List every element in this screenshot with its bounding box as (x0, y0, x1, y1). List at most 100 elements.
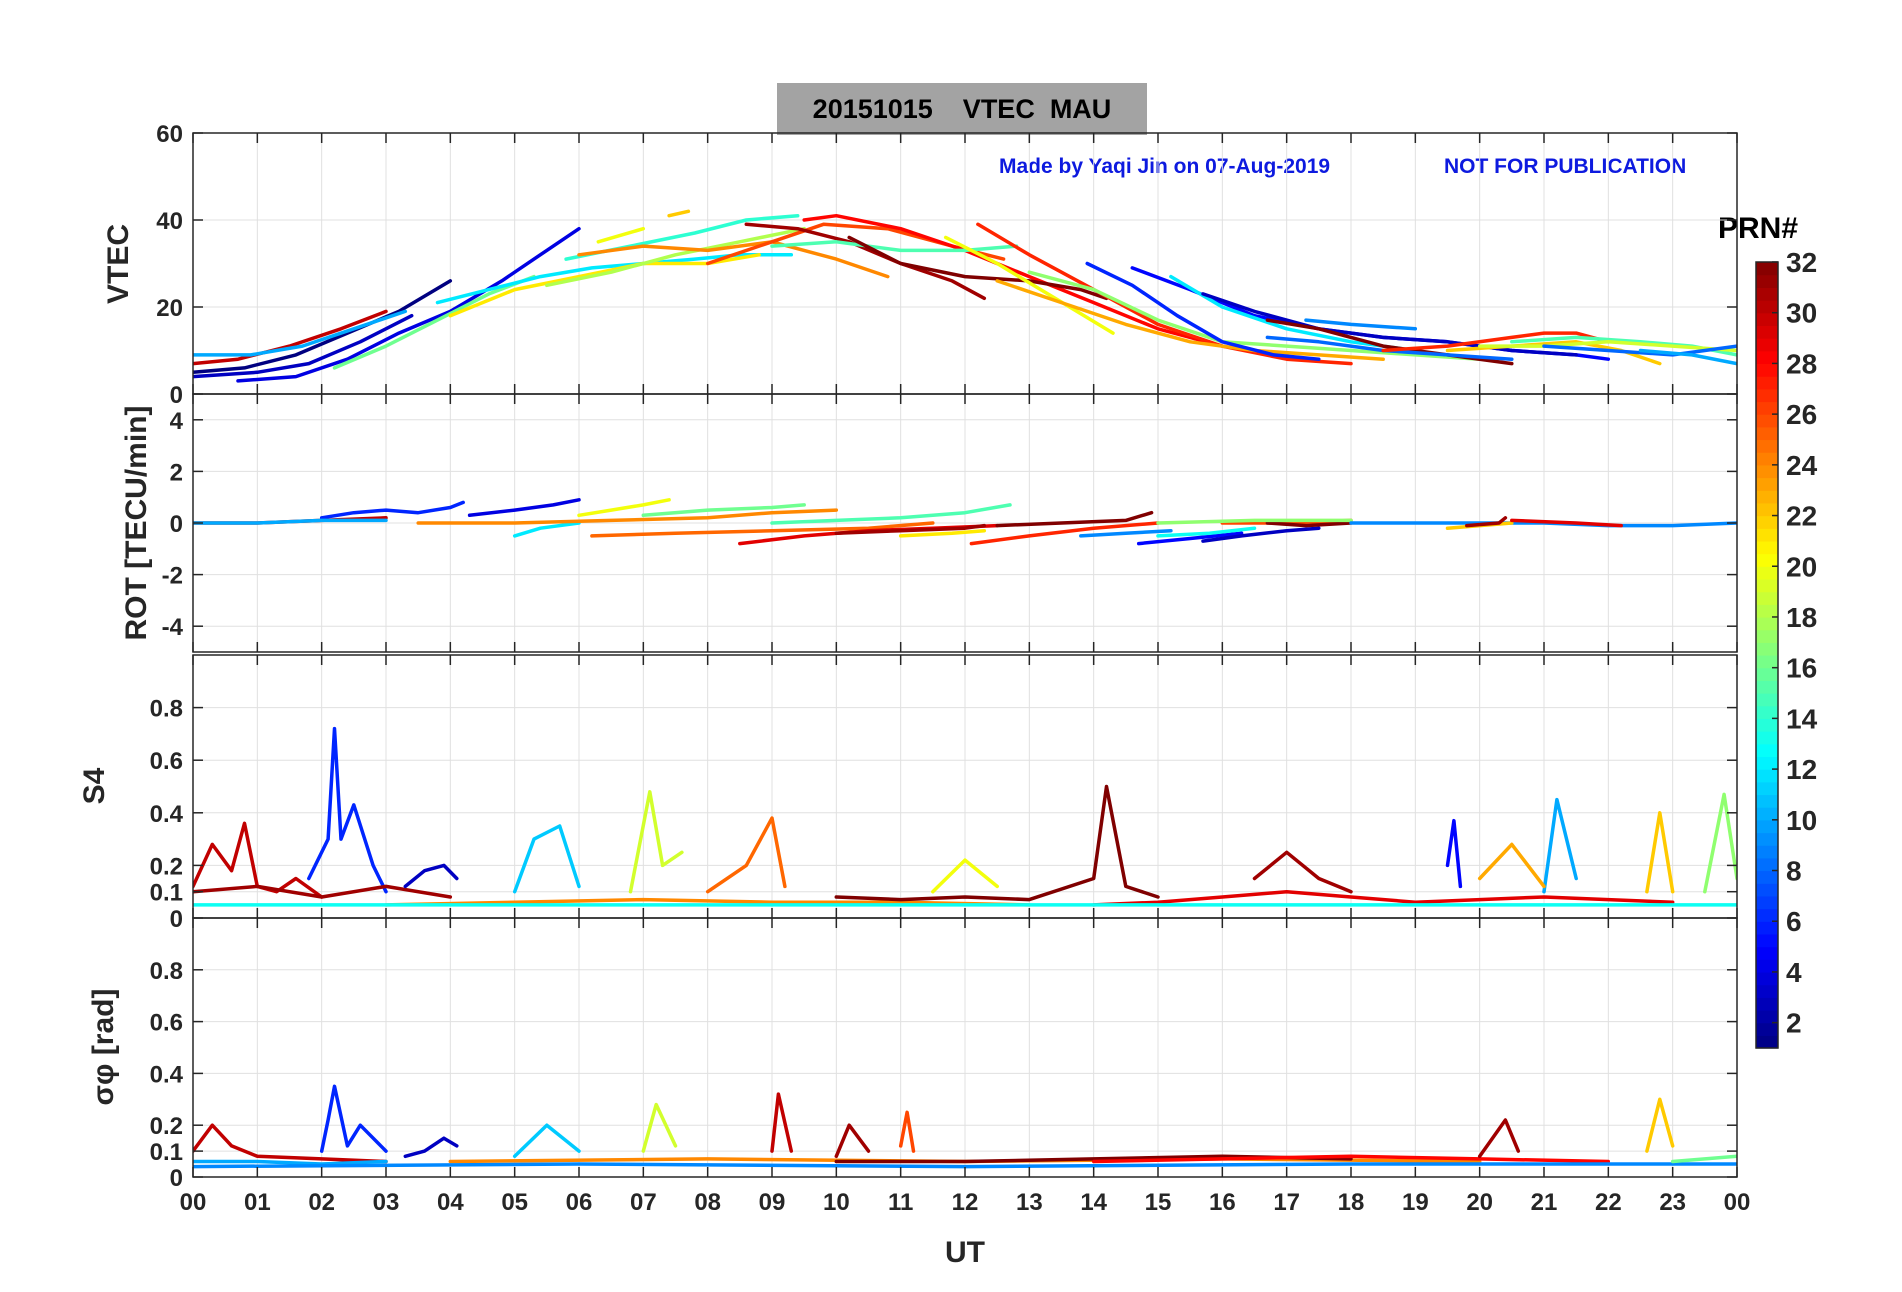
x-tick-label: 14 (1080, 1189, 1107, 1216)
x-tick-label: 01 (244, 1189, 271, 1216)
series-line-prn-10 (193, 1159, 388, 1166)
series-line-prn-25 (705, 816, 787, 894)
y-tick-label: 0.2 (150, 1113, 183, 1140)
y-tick-label: 20 (156, 295, 183, 322)
y-tick-label: 0.4 (150, 1061, 184, 1088)
series-line-prn-31 (834, 523, 987, 536)
series-line-prn-6 (307, 726, 388, 894)
y-tick-label: 0.6 (150, 1010, 183, 1037)
x-tick-label: 20 (1466, 1189, 1493, 1216)
y-tick-label: 0.1 (150, 880, 183, 907)
colorbar-tick-label: 12 (1786, 754, 1817, 785)
colorbar-tick-label: 18 (1786, 602, 1817, 633)
y-axis-label: S4 (78, 767, 111, 804)
x-tick-label: 07 (630, 1189, 657, 1216)
colorbar-segment (1756, 832, 1778, 846)
colorbar-segment (1756, 997, 1778, 1011)
colorbar-segment (1756, 921, 1778, 935)
colorbar-segment (1756, 376, 1778, 390)
colorbar-segment (1756, 502, 1778, 517)
colorbar-segment (1756, 756, 1778, 770)
colorbar-segment (1756, 566, 1778, 580)
colorbar-segment (1756, 1022, 1778, 1036)
series-line-prn-4 (467, 498, 581, 518)
colorbar-segment (1756, 769, 1778, 783)
series-line-prn-10 (1542, 797, 1578, 894)
colorbar-segment (1756, 794, 1778, 808)
y-tick-label: 0 (170, 511, 183, 538)
y-tick-label: -2 (162, 563, 183, 590)
series-line-prn-24 (577, 240, 890, 279)
series-line-prn-20 (943, 235, 1115, 335)
colorbar-segment (1756, 363, 1778, 377)
colorbar-segment (1756, 870, 1778, 884)
x-tick-label: 12 (952, 1189, 979, 1216)
colorbar-tick-label: 30 (1786, 298, 1817, 329)
series-line-prn-30 (193, 821, 324, 899)
x-tick-label: 04 (437, 1189, 464, 1216)
series-line-prn-16 (641, 503, 806, 518)
colorbar-segment (1756, 705, 1778, 719)
series-line-prn-20 (577, 498, 671, 518)
colorbar-segment (1756, 287, 1778, 301)
y-tick-label: 0 (170, 1165, 183, 1192)
colorbar-segment (1756, 718, 1778, 732)
colorbar-segment (1756, 464, 1778, 479)
y-tick-label: 0.2 (150, 853, 183, 880)
series-line-prn-3 (403, 863, 459, 889)
colorbar-tick-label: 24 (1786, 450, 1818, 481)
colorbar-tick-label: 22 (1786, 501, 1817, 532)
series-line-prn-10 (1638, 348, 1737, 366)
colorbar-tick-label: 28 (1786, 348, 1817, 379)
colorbar-segment (1756, 490, 1778, 504)
x-tick-label: 03 (373, 1189, 400, 1216)
panel-frame (192, 917, 1738, 1178)
series-line-prn-31 (834, 1123, 871, 1159)
colorbar-segment (1756, 325, 1778, 339)
colorbar-segment (1756, 667, 1778, 681)
credit-author: Made by Yaqi Jin on 07-Aug-2019 (999, 155, 1331, 178)
colorbar-segment (1756, 300, 1778, 314)
series-line-prn-23 (1477, 842, 1546, 889)
x-tick-label: 21 (1531, 1189, 1558, 1216)
colorbar-segment (1756, 388, 1778, 403)
series-line-prn-15 (770, 240, 1019, 253)
series-line-prn-24 (416, 508, 839, 525)
series-line-prn-9 (193, 1162, 1737, 1169)
colorbar-segment (1756, 731, 1778, 745)
series-line-prn-30 (193, 309, 388, 366)
colorbar-tick-label: 4 (1786, 957, 1802, 988)
colorbar-segment (1756, 401, 1778, 415)
colorbar-segment (1756, 414, 1778, 428)
colorbar-segment (1756, 693, 1778, 707)
series-line-prn-27 (1381, 331, 1611, 353)
panel-series-s4 (193, 726, 1737, 907)
series-line-prn-21 (898, 528, 987, 538)
panel-series-sigma_phi (193, 1084, 1737, 1169)
colorbar-tick-label: 2 (1786, 1008, 1802, 1039)
title-box (777, 83, 1147, 135)
x-tick-label: 00 (180, 1189, 207, 1216)
colorbar-segment (1756, 933, 1778, 948)
x-tick-label: 00 (1724, 1189, 1751, 1216)
y-tick-label: 0.1 (150, 1139, 183, 1166)
series-line-prn-12 (435, 253, 794, 305)
y-tick-label: 60 (156, 121, 183, 148)
x-axis-label: UT (945, 1236, 985, 1269)
series-line-prn-9 (1079, 528, 1173, 538)
colorbar-segment (1756, 312, 1778, 326)
colorbar-tick-label: 8 (1786, 856, 1802, 887)
series-line-prn-28 (1091, 1154, 1611, 1164)
colorbar-segment (1756, 553, 1778, 567)
series-line-prn-16 (1670, 1154, 1737, 1164)
colorbar-segment (1756, 845, 1778, 859)
x-tick-label: 23 (1659, 1189, 1686, 1216)
colorbar-segment (1756, 857, 1778, 872)
series-line-prn-31 (1477, 1118, 1521, 1159)
colorbar-segment (1756, 616, 1778, 631)
colorbar-segment (1756, 959, 1778, 973)
series-line-prn-32 (834, 784, 1160, 902)
series-line-prn-32 (1265, 521, 1353, 528)
y-axis-label: VTEC (102, 224, 135, 304)
